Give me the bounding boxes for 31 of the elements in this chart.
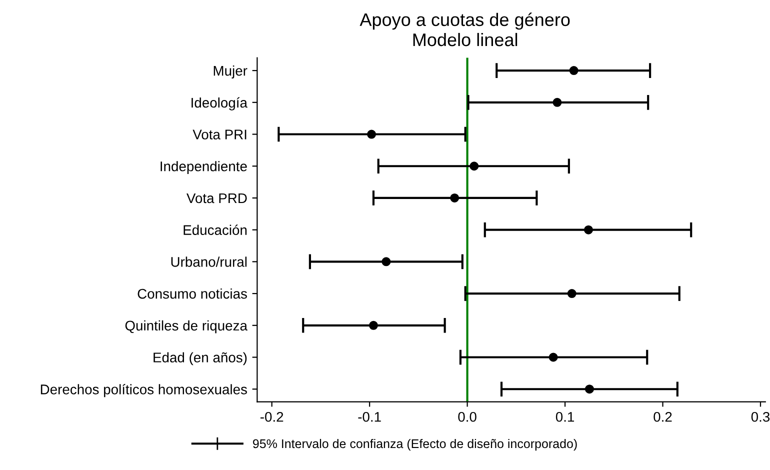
y-tick-label: Educación bbox=[184, 224, 247, 235]
point bbox=[382, 257, 391, 266]
y-tick-label: Edad (en años) bbox=[154, 352, 247, 366]
chart-title: Apoyo a cuotas de género bbox=[360, 12, 570, 30]
point bbox=[367, 130, 376, 139]
point bbox=[368, 320, 378, 330]
x-tick-label: -0.1 bbox=[358, 412, 381, 422]
y-tick-label: Consumo noticias bbox=[138, 288, 247, 299]
x-tick-label: -0.2 bbox=[260, 412, 284, 422]
y-tick-label: Vota PRI bbox=[192, 130, 246, 140]
chart-subtitle: Modelo lineal bbox=[413, 32, 518, 46]
y-tick-label: Ideología bbox=[192, 97, 248, 110]
point bbox=[470, 162, 479, 171]
point bbox=[584, 384, 594, 394]
point bbox=[552, 98, 562, 107]
y-tick-label: Mujer bbox=[214, 66, 248, 78]
point bbox=[450, 193, 460, 202]
legend-label: 95% Intervalo de confianza (Efecto de diseño incorporado) bbox=[252, 438, 577, 451]
y-tick-label: Independiente bbox=[160, 161, 247, 174]
point bbox=[567, 289, 576, 298]
y-tick-label: Derechos políticos homosexuales bbox=[40, 384, 247, 398]
x-tick-label: 0.1 bbox=[556, 412, 574, 422]
x-tick-label: 0.0 bbox=[458, 412, 476, 422]
y-tick-label: Urbano/rural bbox=[171, 256, 247, 267]
y-tick-label: Vota PRD bbox=[186, 193, 247, 204]
point bbox=[584, 225, 593, 234]
point bbox=[548, 352, 558, 362]
point bbox=[569, 66, 578, 76]
y-tick-label: Quintiles de riqueza bbox=[125, 320, 248, 334]
x-tick-label: 0.3 bbox=[751, 412, 770, 422]
x-tick-label: 0.2 bbox=[654, 412, 672, 422]
